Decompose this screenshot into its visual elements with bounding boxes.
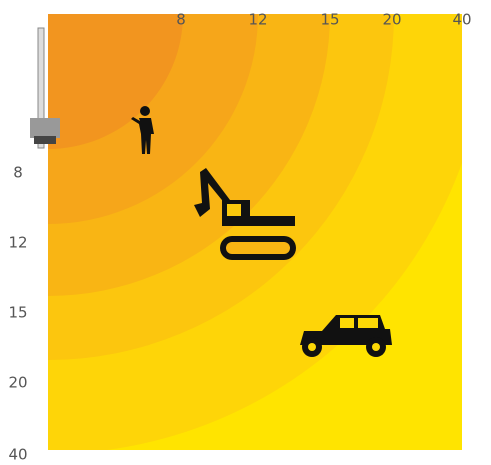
noise-zone-diagram: 8 12 15 20 40 8 12 15 20 40 bbox=[0, 0, 491, 465]
page: 812152040812152040 (() => { const data =… bbox=[0, 0, 491, 465]
top-label: 8 bbox=[176, 11, 186, 29]
side-label: 12 bbox=[8, 234, 27, 252]
side-label: 20 bbox=[8, 374, 27, 392]
top-label: 40 bbox=[452, 11, 471, 29]
top-label: 20 bbox=[382, 11, 401, 29]
top-label: 12 bbox=[248, 11, 267, 29]
zones bbox=[0, 0, 488, 454]
side-label: 8 bbox=[13, 164, 23, 182]
side-label: 15 bbox=[8, 304, 27, 322]
top-label: 15 bbox=[320, 11, 339, 29]
side-label: 40 bbox=[8, 446, 27, 464]
